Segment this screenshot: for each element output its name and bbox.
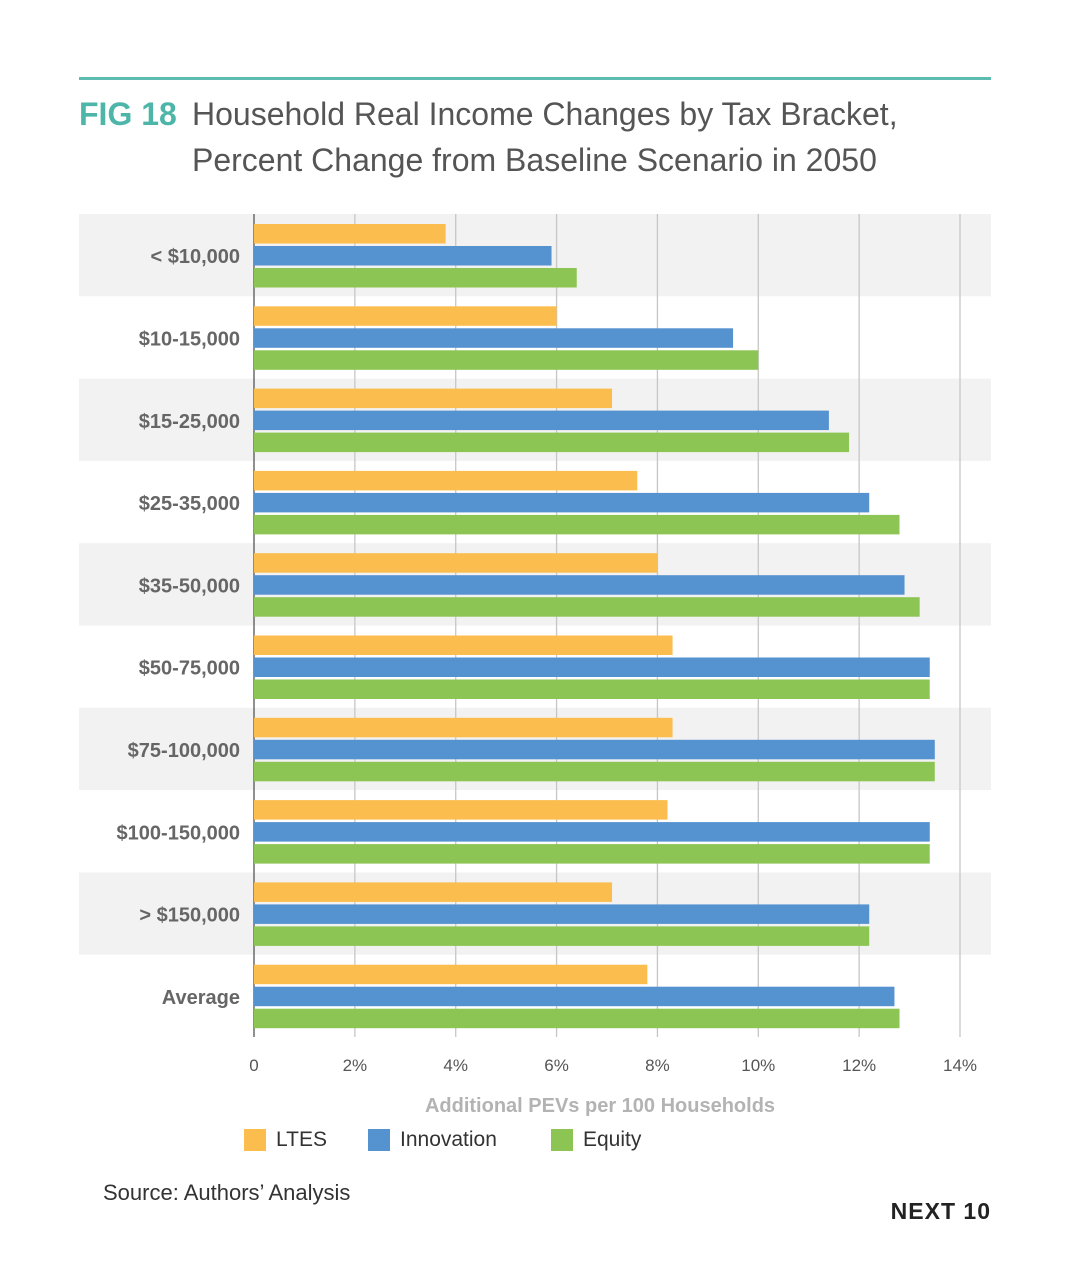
bar-equity: [254, 350, 759, 370]
x-tick-label: 10%: [741, 1056, 775, 1075]
x-tick-label: 4%: [443, 1056, 468, 1075]
x-axis-label: Additional PEVs per 100 Households: [425, 1095, 775, 1117]
bar-ltes: [254, 635, 673, 655]
bar-innovation: [254, 986, 895, 1007]
category-label: $10-15,000: [139, 328, 240, 350]
x-tick-label: 14%: [943, 1056, 977, 1075]
category-label: Average: [162, 987, 240, 1009]
bar-equity: [254, 844, 930, 864]
legend-item-ltes: LTES: [244, 1128, 327, 1152]
bar-ltes: [254, 882, 613, 902]
category-label: < $10,000: [150, 246, 240, 268]
category-label: $35-50,000: [139, 575, 240, 597]
bar-ltes: [254, 470, 638, 491]
category-label: $50-75,000: [139, 658, 240, 680]
legend-label-ltes: LTES: [276, 1128, 327, 1151]
bar-innovation: [254, 657, 930, 677]
bar-equity: [254, 679, 930, 699]
category-label: $15-25,000: [139, 411, 240, 433]
bar-innovation: [254, 246, 552, 266]
category-label: $100-150,000: [117, 822, 240, 844]
bar-innovation: [254, 328, 734, 348]
source-note: Source: Authors’ Analysis: [103, 1180, 351, 1205]
bar-ltes: [254, 800, 668, 820]
x-tick-label: 12%: [842, 1056, 876, 1075]
bar-equity: [254, 926, 870, 946]
bar-innovation: [254, 822, 930, 842]
bar-equity: [254, 432, 850, 453]
bar-innovation: [254, 904, 870, 924]
bar-ltes: [254, 306, 557, 326]
legend-label-equity: Equity: [583, 1128, 642, 1151]
bar-innovation: [254, 492, 870, 513]
bar-ltes: [254, 553, 658, 573]
x-tick-label: 8%: [645, 1056, 670, 1075]
legend-item-innovation: Innovation: [368, 1128, 497, 1152]
bar-equity: [254, 761, 935, 782]
x-tick-label: 0: [249, 1056, 258, 1075]
figure-number: FIG 18: [79, 96, 177, 132]
bar-ltes: [254, 224, 446, 244]
category-label: $75-100,000: [128, 740, 240, 762]
bar-innovation: [254, 575, 905, 595]
category-label: > $150,000: [139, 905, 240, 927]
category-label: $25-35,000: [139, 493, 240, 515]
brand-logo-text: NEXT 10: [890, 1198, 991, 1224]
bar-equity: [254, 514, 900, 535]
bar-equity: [254, 1008, 900, 1029]
bar-ltes: [254, 964, 648, 985]
legend-label-innovation: Innovation: [400, 1128, 497, 1151]
x-tick-label: 2%: [343, 1056, 368, 1075]
legend-swatch-ltes: [244, 1129, 266, 1151]
x-tick-label: 6%: [544, 1056, 569, 1075]
bar-equity: [254, 597, 920, 617]
bar-equity: [254, 268, 577, 288]
title-line-1: Household Real Income Changes by Tax Bra…: [192, 96, 898, 132]
bar-ltes: [254, 388, 613, 409]
bar-ltes: [254, 717, 673, 738]
bar-innovation: [254, 410, 829, 431]
legend-item-equity: Equity: [551, 1128, 641, 1152]
title-line-2: Percent Change from Baseline Scenario in…: [192, 142, 877, 178]
bar-innovation: [254, 739, 935, 760]
legend-swatch-innovation: [368, 1129, 390, 1151]
top-rule: [79, 77, 991, 80]
legend-swatch-equity: [551, 1129, 573, 1151]
